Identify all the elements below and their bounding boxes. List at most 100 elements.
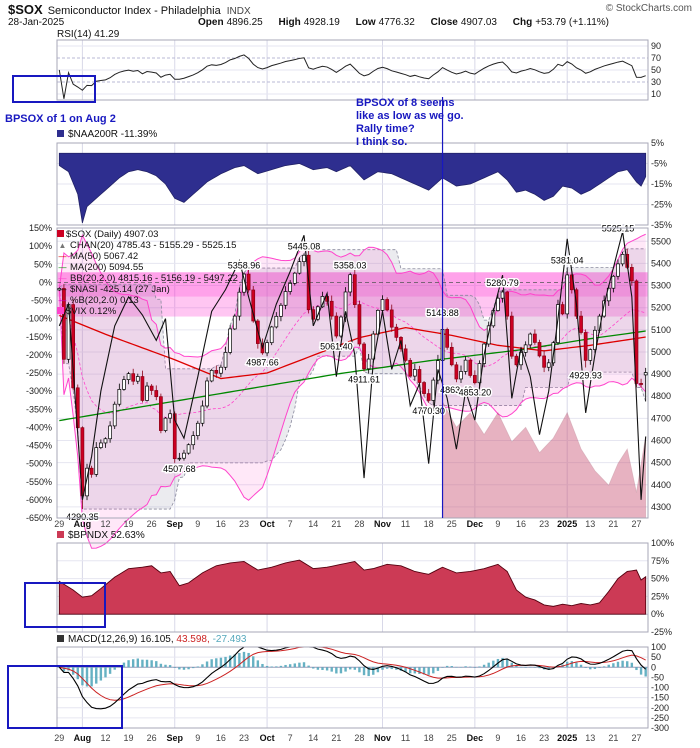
macd-label: MACD(12,26,9) 16.105, <box>68 634 174 645</box>
naa200r-label: $NAA200R -11.39% <box>68 129 158 140</box>
main-chart-legend: $SOX (Daily) 4907.03 ▲ CHAN(20) 4785.43 - … <box>57 229 238 317</box>
svg-text:-350%: -350% <box>26 404 52 414</box>
x-axis-tick-label: 12 <box>100 733 111 743</box>
symbol-description: Semiconductor Index - Philadelphia <box>47 5 221 17</box>
exchange-tag: INDX <box>226 6 251 17</box>
svg-text:0: 0 <box>651 662 656 672</box>
chart-date: 28-Jan-2025 <box>8 17 65 28</box>
svg-text:5381.04: 5381.04 <box>551 256 584 266</box>
svg-text:0%: 0% <box>651 609 664 619</box>
x-axis-tick-label: 18 <box>423 519 434 529</box>
x-axis-tick-label: 16 <box>516 733 527 743</box>
svg-text:-25%: -25% <box>651 200 672 210</box>
x-axis-tick-label: 13 <box>585 519 596 529</box>
rsi-label: RSI(14) 41.29 <box>57 29 120 40</box>
bpndx-marker-icon <box>57 531 64 538</box>
x-axis-tick-label: Aug <box>73 733 92 743</box>
legend-marker-icon: — <box>58 274 67 283</box>
svg-text:-50%: -50% <box>31 296 52 306</box>
x-axis-tick-label: 16 <box>516 519 527 529</box>
svg-text:5400: 5400 <box>651 258 671 268</box>
svg-text:25%: 25% <box>651 591 669 601</box>
svg-text:4800: 4800 <box>651 391 671 401</box>
center-annotation-note: BPSOX of 8 seems like as low as we go. R… <box>356 97 464 148</box>
legend-item: $VIX 0.12% <box>57 306 238 317</box>
legend-item: $SOX (Daily) 4907.03 <box>57 229 238 240</box>
copyright: © StockCharts.com <box>605 3 692 14</box>
legend-text: $SOX (Daily) 4907.03 <box>66 229 159 240</box>
chg-label: Chg <box>512 17 533 28</box>
x-axis-tick-label: 21 <box>331 519 342 529</box>
x-axis-tick-label: Sep <box>166 733 183 743</box>
legend-text: $VIX 0.12% <box>66 306 117 317</box>
x-axis-tick-label: 9 <box>195 519 201 529</box>
svg-text:-150%: -150% <box>26 332 52 342</box>
x-axis-tick-label: 14 <box>308 733 319 743</box>
x-axis-tick-label: 13 <box>585 733 596 743</box>
svg-text:-25%: -25% <box>651 627 672 637</box>
x-axis-tick-label: 7 <box>287 519 293 529</box>
low-value: 4776.32 <box>378 17 415 28</box>
legend-marker-icon: ▲ <box>58 241 67 250</box>
x-axis-tick-label: 19 <box>123 519 134 529</box>
svg-text:4900: 4900 <box>651 369 671 379</box>
svg-text:-550%: -550% <box>26 477 52 487</box>
x-axis-tick-label: 23 <box>539 733 550 743</box>
low-label: Low <box>355 17 376 28</box>
x-axis-tick-label: 25 <box>446 733 457 743</box>
svg-text:-450%: -450% <box>26 441 52 451</box>
legend-text: MA(50) 5067.42 <box>70 251 139 262</box>
svg-text:4853.20: 4853.20 <box>459 387 492 397</box>
x-axis-tick-label: 21 <box>331 733 342 743</box>
legend-text: CHAN(20) 4785.43 - 5155.29 - 5525.15 <box>70 240 237 251</box>
svg-text:-35%: -35% <box>651 220 672 230</box>
x-axis-tick-label: 28 <box>354 519 365 529</box>
symbol: $SOX <box>8 2 43 17</box>
svg-text:4770.30: 4770.30 <box>412 406 445 416</box>
svg-text:4300: 4300 <box>651 502 671 512</box>
naa200r-marker-icon <box>57 130 64 137</box>
svg-text:4400: 4400 <box>651 480 671 490</box>
svg-text:-50: -50 <box>651 672 664 682</box>
svg-text:5300: 5300 <box>651 281 671 291</box>
ohlc-row: Open 4896.25 High 4928.19 Low 4776.32 Close… <box>198 17 622 28</box>
x-axis-tick-label: 26 <box>146 733 157 743</box>
svg-text:-100%: -100% <box>26 314 52 324</box>
svg-text:-400%: -400% <box>26 422 52 432</box>
chart-header: $SOX Semiconductor Index - Philadelphia IN… <box>8 2 692 17</box>
macd-signal-value: 43.598, <box>176 634 210 645</box>
macd-hist-value: -27.493 <box>212 634 247 645</box>
svg-text:5358.03: 5358.03 <box>334 261 367 271</box>
svg-text:50: 50 <box>651 65 661 75</box>
svg-text:50: 50 <box>651 652 661 662</box>
svg-text:150%: 150% <box>29 223 52 233</box>
legend-marker-icon: — <box>58 263 67 272</box>
svg-text:30: 30 <box>651 77 661 87</box>
x-axis-tick-label: 14 <box>308 519 319 529</box>
svg-text:5%: 5% <box>651 138 664 148</box>
svg-text:100%: 100% <box>651 538 674 548</box>
svg-text:-600%: -600% <box>26 495 52 505</box>
legend-item: — %B(20,2.0) 0.13 <box>57 295 238 306</box>
legend-text: BB(20,2.0) 4815.16 - 5156.19 - 5497.22 <box>70 273 238 284</box>
svg-text:-250%: -250% <box>26 368 52 378</box>
svg-text:4863.40: 4863.40 <box>440 385 473 395</box>
x-axis-tick-label: 19 <box>123 733 134 743</box>
svg-text:-500%: -500% <box>26 459 52 469</box>
svg-text:4929.93: 4929.93 <box>569 370 602 380</box>
x-axis-tick-label: Nov <box>373 519 392 529</box>
svg-text:50%: 50% <box>34 259 52 269</box>
legend-text: MA(200) 5094.55 <box>70 262 144 273</box>
svg-text:-300%: -300% <box>26 386 52 396</box>
svg-text:5000: 5000 <box>651 347 671 357</box>
x-axis-tick-label: Aug <box>73 519 92 529</box>
x-axis-tick-label: 28 <box>354 733 365 743</box>
legend-text: $NASI -425.14 (27 Jan) <box>70 284 170 295</box>
legend-marker-icon: — <box>58 285 67 294</box>
x-axis-tick-label: 9 <box>495 519 501 529</box>
svg-text:0%: 0% <box>39 277 52 287</box>
x-axis-tick-label: 21 <box>608 733 619 743</box>
svg-text:100%: 100% <box>29 241 52 251</box>
